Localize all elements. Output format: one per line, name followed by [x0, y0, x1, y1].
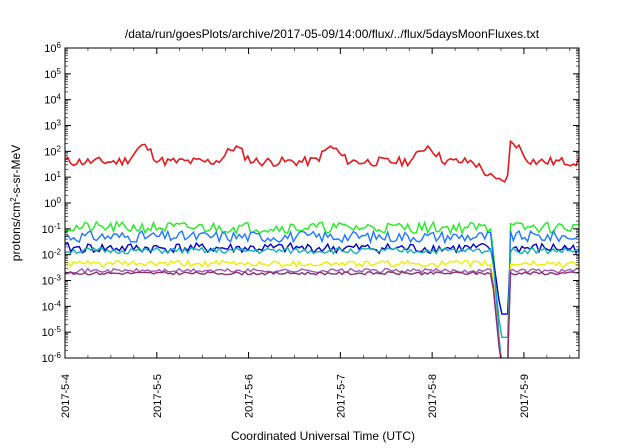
y-tick-label-2: 10-4 [42, 299, 62, 314]
x-tick-label-0: 2017-5-4 [60, 374, 72, 418]
y-tick-label-3: 10-3 [42, 273, 62, 288]
y-tick-label-0: 10-6 [42, 351, 62, 366]
series-line-7 [65, 270, 579, 358]
y-tick-label-4: 10-2 [42, 247, 62, 262]
y-tick-label-10: 104 [44, 92, 61, 107]
y-axis-label: protons/cm2-s-sr-MeV [9, 145, 24, 261]
y-tick-label-7: 101 [44, 170, 61, 185]
chart-title: /data/run/goesPlots/archive/2017-05-09/1… [125, 27, 540, 41]
y-tick-label-9: 103 [44, 118, 61, 133]
y-tick-label-5: 10-1 [42, 221, 62, 236]
x-tick-label-1: 2017-5-5 [152, 374, 164, 418]
x-tick-label-4: 2017-5-8 [427, 374, 439, 418]
series-line-1 [65, 220, 579, 358]
series-line-3 [65, 241, 579, 315]
plot-area [65, 139, 579, 358]
series-line-6 [65, 267, 579, 358]
y-tick-label-6: 100 [44, 196, 61, 211]
series-line-0 [65, 139, 579, 183]
series-line-5 [65, 259, 579, 358]
x-tick-label-3: 2017-5-7 [335, 374, 347, 418]
x-axis: 2017-5-4 2017-5-5 2017-5-6 2017-5-7 2017-5-8… [60, 48, 571, 418]
y-tick-label-12: 106 [44, 41, 61, 56]
x-axis-label: Coordinated Universal Time (UTC) [231, 429, 415, 443]
x-tick-label-5: 2017-5-9 [519, 374, 531, 418]
y-axis: 10-6 10-5 10-4 10-3 10-2 10-1 100 101 102 103 104 1… [42, 41, 579, 366]
series-line-4 [65, 246, 579, 338]
y-tick-label-1: 10-5 [42, 325, 62, 340]
y-tick-label-11: 105 [44, 66, 61, 81]
x-tick-label-2: 2017-5-6 [244, 374, 256, 418]
y-tick-label-8: 102 [44, 144, 61, 159]
